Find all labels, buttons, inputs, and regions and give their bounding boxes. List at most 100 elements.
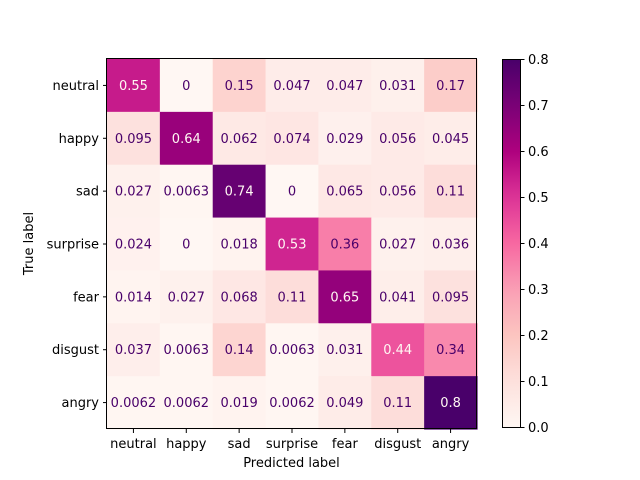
cell-value-label: 0.74 xyxy=(225,185,254,200)
colorbar-tick-label: 0.5 xyxy=(528,191,549,206)
heatmap-cell xyxy=(318,59,372,113)
x-tick-label: disgust xyxy=(374,437,421,452)
x-axis-label: Predicted label xyxy=(243,456,340,471)
x-tick-label: sad xyxy=(228,437,251,452)
heatmap-cell xyxy=(371,59,425,113)
heatmap-cell xyxy=(424,59,478,113)
cell-value-label: 0 xyxy=(182,238,190,253)
heatmap-cell xyxy=(212,270,267,324)
cell-value-label: 0.056 xyxy=(379,185,416,200)
x-tick-label: angry xyxy=(432,437,470,452)
cell-value-label: 0 xyxy=(288,185,296,200)
colorbar-tick-label: 0.3 xyxy=(528,283,549,298)
cell-value-label: 0.0063 xyxy=(269,343,315,358)
cell-value-label: 0.34 xyxy=(436,343,465,358)
cell-value-label: 0.056 xyxy=(379,132,416,147)
cell-value-label: 0.024 xyxy=(115,238,152,253)
cell-value-label: 0.55 xyxy=(119,79,148,94)
heatmap-cell xyxy=(424,217,478,272)
heatmap-cell xyxy=(212,164,267,219)
heatmap-cell xyxy=(318,217,372,272)
heatmap-cell xyxy=(371,323,425,377)
heatmap-cell xyxy=(159,323,214,377)
y-tick-label: happy xyxy=(59,132,100,147)
heatmap-cell xyxy=(107,164,161,219)
heatmap-cell xyxy=(159,376,214,430)
cell-value-label: 0.027 xyxy=(115,185,152,200)
x-tick-label: happy xyxy=(166,437,207,452)
heatmap-cell xyxy=(265,59,320,113)
heatmap-cell xyxy=(212,59,267,113)
heatmap-cell xyxy=(159,217,214,272)
cell-value-label: 0 xyxy=(182,79,190,94)
cell-value-label: 0.031 xyxy=(326,343,363,358)
cell-value-label: 0.049 xyxy=(326,396,363,411)
y-axis-ticks: neutral happy sad surprise fear disgust angry xyxy=(47,79,107,411)
cell-value-label: 0.0063 xyxy=(164,185,210,200)
heatmap-cell xyxy=(424,376,478,430)
heatmap-cell xyxy=(318,164,372,219)
heatmap-cells xyxy=(107,59,478,430)
heatmap-cell xyxy=(265,270,320,324)
x-axis-ticks: neutral happy sad surprise fear disgust angry xyxy=(110,429,470,452)
heatmap-cell xyxy=(159,164,214,219)
heatmap-cell xyxy=(371,111,425,166)
cell-value-label: 0.041 xyxy=(379,290,416,305)
heatmap-cell xyxy=(371,164,425,219)
cell-value-label: 0.074 xyxy=(273,132,310,147)
cell-value-label: 0.027 xyxy=(168,290,205,305)
cell-value-label: 0.014 xyxy=(115,290,152,305)
cell-value-label: 0.65 xyxy=(330,290,359,305)
colorbar-tick-label: 0.1 xyxy=(528,375,549,390)
heatmap-cell xyxy=(424,164,478,219)
cell-value-label: 0.11 xyxy=(383,396,412,411)
colorbar-tick-label: 0.2 xyxy=(528,329,549,344)
y-tick-label: disgust xyxy=(52,343,99,358)
heatmap-cell xyxy=(107,376,161,430)
y-tick-label: sad xyxy=(76,185,99,200)
heatmap-cell xyxy=(265,323,320,377)
cell-value-label: 0.095 xyxy=(115,132,152,147)
cell-value-label: 0.15 xyxy=(225,79,254,94)
cell-value-label: 0.36 xyxy=(330,238,359,253)
heatmap-cell xyxy=(265,217,320,272)
colorbar-tick-label: 0.6 xyxy=(528,145,549,160)
cell-value-label: 0.44 xyxy=(383,343,412,358)
heatmap-cell-labels: 0.55 0 0.15 0.047 0.047 0.031 0.17 0.095 0.64 0.0… xyxy=(111,79,470,411)
heatmap-cell xyxy=(107,217,161,272)
y-tick-label: fear xyxy=(73,290,100,305)
heatmap-cell xyxy=(318,323,372,377)
cell-value-label: 0.11 xyxy=(436,185,465,200)
heatmap-cell xyxy=(107,59,161,113)
cell-value-label: 0.018 xyxy=(221,238,258,253)
y-tick-label: surprise xyxy=(47,238,99,253)
heatmap-cell xyxy=(424,323,478,377)
cell-value-label: 0.64 xyxy=(172,132,201,147)
heatmap-cell xyxy=(212,217,267,272)
colorbar-ticks: 0.0 0.1 0.2 0.3 0.4 0.5 0.6 0.7 0.8 xyxy=(520,53,549,436)
heatmap-cell xyxy=(107,270,161,324)
heatmap-cell xyxy=(212,323,267,377)
cell-value-label: 0.53 xyxy=(278,238,307,253)
heatmap-cell xyxy=(107,111,161,166)
cell-value-label: 0.11 xyxy=(278,290,307,305)
y-axis-label: True label xyxy=(22,212,37,276)
colorbar xyxy=(502,59,521,428)
heatmap-cell xyxy=(371,376,425,430)
heatmap-cell xyxy=(159,59,214,113)
cell-value-label: 0.0062 xyxy=(269,396,315,411)
heatmap-cell xyxy=(424,111,478,166)
cell-value-label: 0.047 xyxy=(326,79,363,94)
cell-value-label: 0.065 xyxy=(326,185,363,200)
y-tick-label: neutral xyxy=(53,79,100,94)
cell-value-label: 0.17 xyxy=(436,79,465,94)
colorbar-tick-label: 0.7 xyxy=(528,99,549,114)
heatmap-cell xyxy=(107,323,161,377)
cell-value-label: 0.0063 xyxy=(164,343,210,358)
heatmap-cell xyxy=(212,376,267,430)
x-tick-label: neutral xyxy=(110,437,157,452)
cell-value-label: 0.0062 xyxy=(164,396,210,411)
heatmap-cell xyxy=(212,111,267,166)
y-tick-label: angry xyxy=(62,396,100,411)
colorbar-tick-label: 0.8 xyxy=(528,53,549,68)
